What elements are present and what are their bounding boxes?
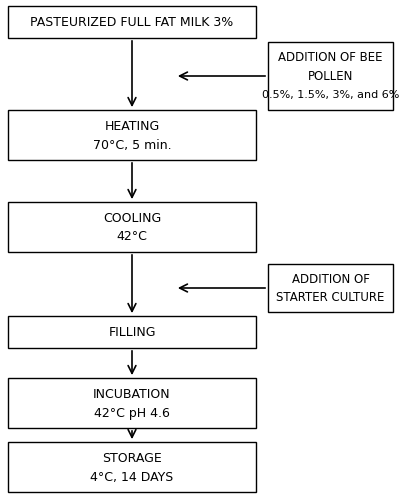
Text: 0.5%, 1.5%, 3%, and 6%: 0.5%, 1.5%, 3%, and 6% <box>262 90 399 100</box>
Bar <box>268 264 393 312</box>
Bar <box>8 202 256 252</box>
Text: 4°C, 14 DAYS: 4°C, 14 DAYS <box>90 470 174 484</box>
Bar <box>8 442 256 492</box>
Bar <box>8 110 256 160</box>
Bar <box>268 42 393 110</box>
Text: 42°C: 42°C <box>116 230 147 243</box>
Text: 42°C pH 4.6: 42°C pH 4.6 <box>94 406 170 420</box>
Text: POLLEN: POLLEN <box>308 70 353 82</box>
Bar <box>8 378 256 428</box>
Text: STORAGE: STORAGE <box>102 452 162 465</box>
Bar <box>8 316 256 348</box>
Text: FILLING: FILLING <box>108 326 156 338</box>
Text: ADDITION OF BEE: ADDITION OF BEE <box>278 51 383 64</box>
Text: ADDITION OF: ADDITION OF <box>291 274 370 286</box>
Text: COOLING: COOLING <box>103 212 161 225</box>
Text: INCUBATION: INCUBATION <box>93 388 171 401</box>
Text: PASTEURIZED FULL FAT MILK 3%: PASTEURIZED FULL FAT MILK 3% <box>30 16 234 28</box>
Text: 70°C, 5 min.: 70°C, 5 min. <box>93 138 171 151</box>
Text: HEATING: HEATING <box>104 120 160 133</box>
Text: STARTER CULTURE: STARTER CULTURE <box>276 291 385 304</box>
Bar <box>8 6 256 38</box>
